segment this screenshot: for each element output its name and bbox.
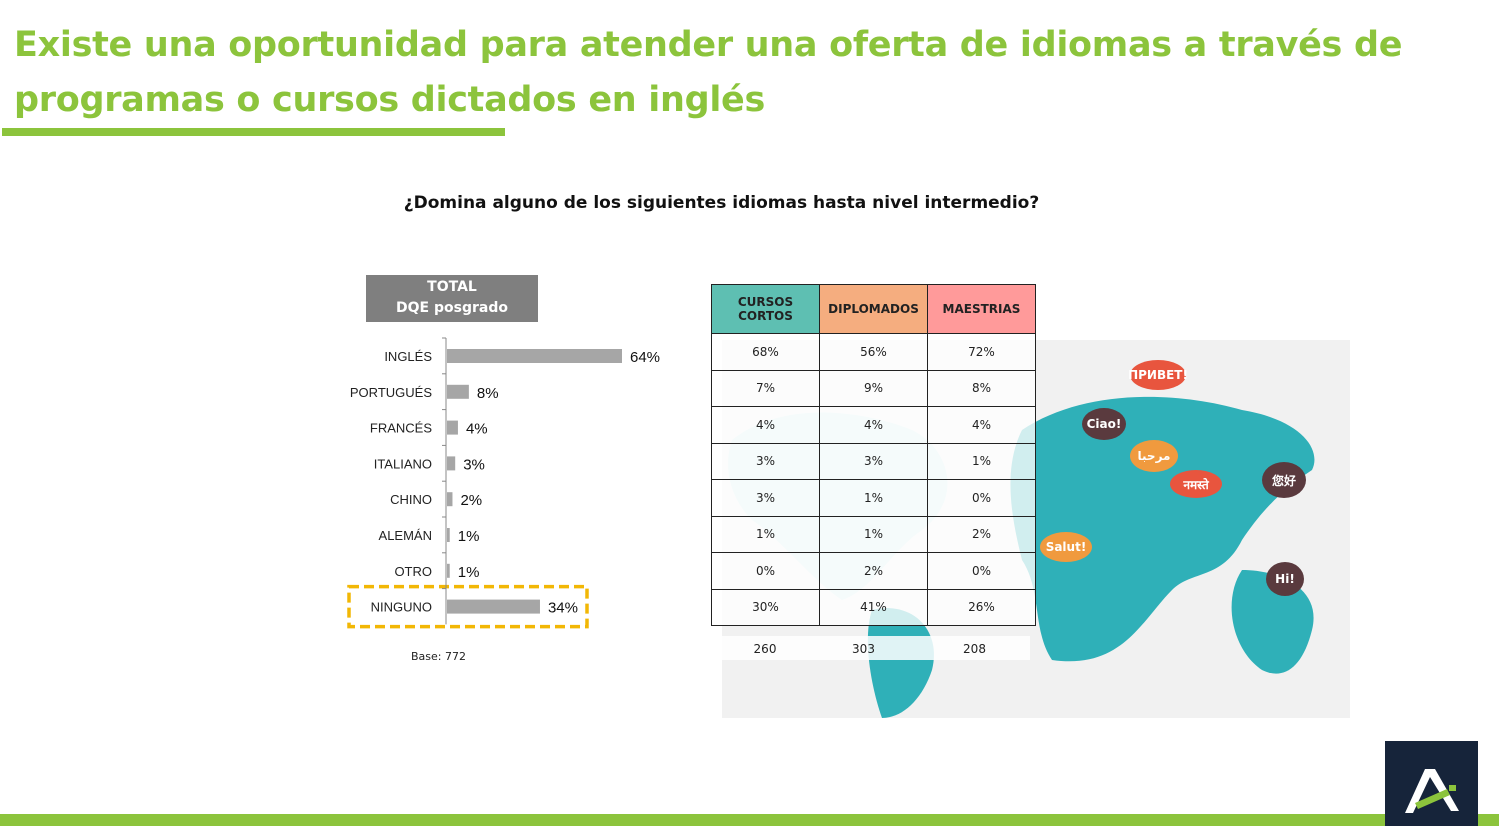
- table-row: 1% 1% 2%: [711, 515, 1036, 553]
- total-label-line1: TOTAL: [427, 279, 477, 295]
- data-label: 8%: [477, 385, 499, 402]
- table-cell: 1%: [819, 479, 928, 517]
- highlight-box: [347, 584, 589, 629]
- table-cell: 1%: [927, 442, 1036, 480]
- brand-logo: [1385, 741, 1478, 826]
- category-label: ITALIANO: [374, 456, 432, 471]
- category-label: FRANCÉS: [370, 421, 432, 436]
- table-bases-row: 260 303 208: [722, 636, 1030, 660]
- table-cell: 4%: [819, 406, 928, 444]
- data-label: 1%: [458, 528, 480, 545]
- column-header: MAESTRIAS: [927, 284, 1036, 334]
- category-label: INGLÉS: [384, 349, 432, 364]
- speech-bubble: 您好: [1262, 462, 1306, 498]
- bar: [447, 563, 450, 578]
- data-label: 2%: [460, 492, 482, 509]
- column-header: CURSOS CORTOS: [711, 284, 820, 334]
- speech-bubble: Ciao!: [1082, 408, 1126, 440]
- base-cursos: 260: [753, 642, 777, 656]
- data-label: 3%: [463, 456, 485, 473]
- data-label: 4%: [466, 421, 488, 438]
- data-label: 1%: [458, 564, 480, 581]
- category-label: CHINO: [390, 492, 432, 507]
- speech-bubble: ПРИВЕТ!: [1128, 360, 1188, 390]
- table-row: 4% 4% 4%: [711, 406, 1036, 444]
- table-cell: 2%: [927, 515, 1036, 553]
- table-cell: 56%: [819, 333, 928, 371]
- table-cell: 0%: [711, 552, 820, 590]
- total-label-box: TOTAL DQE posgrado: [366, 275, 538, 322]
- language-bar-chart: INGLÉS 64% PORTUGUÉS 8% FRANCÉS 4% ITALIANO 3% C…: [347, 337, 660, 629]
- bar: [447, 384, 469, 399]
- speech-bubble: Hi!: [1266, 562, 1304, 596]
- table-cell: 3%: [711, 479, 820, 517]
- table-cell: 72%: [927, 333, 1036, 371]
- table-cell: 68%: [711, 333, 820, 371]
- base-maestrias: 208: [963, 642, 986, 656]
- survey-question: ¿Domina alguno de los siguientes idiomas…: [403, 193, 1040, 213]
- table-row: 0% 2% 0%: [711, 552, 1036, 590]
- category-label: OTRO: [394, 564, 432, 579]
- title-underline: [2, 128, 505, 136]
- table-row: 7% 9% 8%: [711, 369, 1036, 407]
- table-cell: 41%: [819, 588, 928, 626]
- column-header: DIPLOMADOS: [819, 284, 928, 334]
- table-row: 30% 41% 26%: [711, 588, 1036, 626]
- data-label: 34%: [548, 600, 578, 617]
- table-cell: 26%: [927, 588, 1036, 626]
- table-cell: 8%: [927, 369, 1036, 407]
- bar: [447, 456, 456, 471]
- total-label-line2: DQE posgrado: [396, 300, 508, 316]
- table-cell: 3%: [711, 442, 820, 480]
- base-note: Base: 772: [411, 650, 466, 663]
- bar: [447, 420, 458, 435]
- table-row: 3% 3% 1%: [711, 442, 1036, 480]
- table-cell: 9%: [819, 369, 928, 407]
- table-cell: 30%: [711, 588, 820, 626]
- speech-bubble: नमस्ते: [1170, 470, 1222, 498]
- category-label: ALEMÁN: [379, 528, 432, 543]
- table-cell: 2%: [819, 552, 928, 590]
- category-label: PORTUGUÉS: [350, 385, 432, 400]
- program-type-table: CURSOS CORTOS DIPLOMADOS MAESTRIAS 68% 56% 7…: [711, 284, 1036, 626]
- bar: [447, 492, 453, 507]
- table-cell: 4%: [711, 406, 820, 444]
- speech-bubble: Salut!: [1040, 532, 1092, 562]
- bar: [447, 349, 622, 363]
- table-row: 3% 1% 0%: [711, 479, 1036, 517]
- bar: [447, 528, 450, 542]
- table-cell: 1%: [819, 515, 928, 553]
- bar: [447, 599, 540, 614]
- table-cell: 0%: [927, 552, 1036, 590]
- table-cell: 0%: [927, 479, 1036, 517]
- table-cell: 1%: [711, 515, 820, 553]
- table-cell: 4%: [927, 406, 1036, 444]
- slide-title: Existe una oportunidad para atender una …: [14, 25, 1403, 120]
- table-row: 68% 56% 72%: [711, 333, 1036, 371]
- base-diplomados: 303: [852, 642, 875, 656]
- footer-bar: [0, 814, 1499, 826]
- logo-a-icon: [1405, 769, 1459, 813]
- table-cell: 7%: [711, 369, 820, 407]
- table-cell: 3%: [819, 442, 928, 480]
- category-label: NINGUNO: [371, 600, 432, 615]
- speech-bubble: مرحبا: [1130, 440, 1178, 472]
- data-label: 64%: [630, 349, 660, 366]
